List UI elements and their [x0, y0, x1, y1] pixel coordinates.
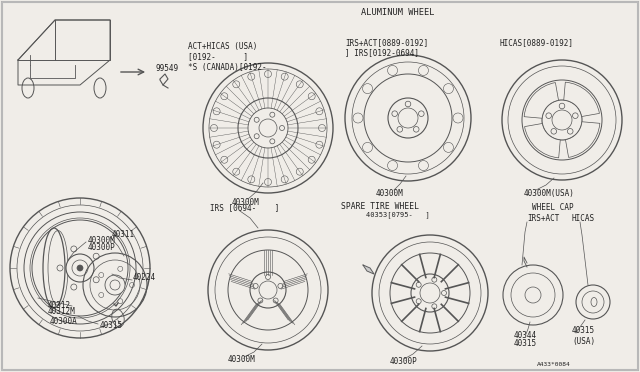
Text: HICAS[0889-0192]: HICAS[0889-0192]: [500, 38, 574, 47]
Text: 40315: 40315: [514, 340, 537, 349]
Text: 40300M: 40300M: [88, 235, 116, 244]
Text: IRS+ACT[0889-0192]
] IRS[0192-0694]: IRS+ACT[0889-0192] ] IRS[0192-0694]: [345, 38, 428, 57]
Text: SPARE TIRE WHEEL: SPARE TIRE WHEEL: [341, 202, 419, 211]
Text: 99549: 99549: [155, 64, 178, 73]
Text: HICAS: HICAS: [572, 214, 595, 222]
Text: A433*0084: A433*0084: [537, 362, 571, 366]
Text: 40300M(USA): 40300M(USA): [524, 189, 575, 198]
Polygon shape: [363, 265, 374, 274]
Wedge shape: [525, 124, 560, 158]
Text: IRS+ACT: IRS+ACT: [527, 214, 559, 222]
Circle shape: [77, 265, 83, 271]
Circle shape: [525, 287, 541, 303]
Text: 40300M: 40300M: [376, 189, 404, 198]
Text: 40300M: 40300M: [228, 356, 256, 365]
Circle shape: [105, 275, 125, 295]
Circle shape: [66, 254, 94, 282]
Text: ACT+HICAS (USA)
[0192-      ]
*S (CANADA)[0192-: ACT+HICAS (USA) [0192- ] *S (CANADA)[019…: [188, 42, 267, 72]
Wedge shape: [564, 82, 600, 116]
Circle shape: [542, 100, 582, 140]
Text: WHEEL CAP: WHEEL CAP: [532, 202, 574, 212]
Text: 40315: 40315: [100, 321, 123, 330]
Text: 40311: 40311: [112, 230, 135, 238]
Text: 40353[0795-   ]: 40353[0795- ]: [366, 212, 429, 218]
Circle shape: [411, 274, 449, 312]
Text: 40300A: 40300A: [50, 317, 77, 327]
Circle shape: [250, 272, 286, 308]
Text: IRS [0694-    ]: IRS [0694- ]: [210, 203, 280, 212]
Circle shape: [238, 98, 298, 158]
Text: 40344: 40344: [514, 331, 537, 340]
Text: 40300P: 40300P: [390, 357, 418, 366]
Text: 40300P: 40300P: [88, 243, 116, 251]
Text: 40312: 40312: [48, 301, 71, 310]
Text: 40312M: 40312M: [48, 308, 76, 317]
Circle shape: [388, 98, 428, 138]
Text: 40315
(USA): 40315 (USA): [572, 326, 595, 346]
Wedge shape: [524, 83, 559, 118]
Text: 40224: 40224: [133, 273, 156, 282]
Text: ALUMINUM WHEEL: ALUMINUM WHEEL: [361, 7, 435, 16]
Wedge shape: [566, 122, 600, 157]
Text: 40300M: 40300M: [232, 198, 260, 206]
